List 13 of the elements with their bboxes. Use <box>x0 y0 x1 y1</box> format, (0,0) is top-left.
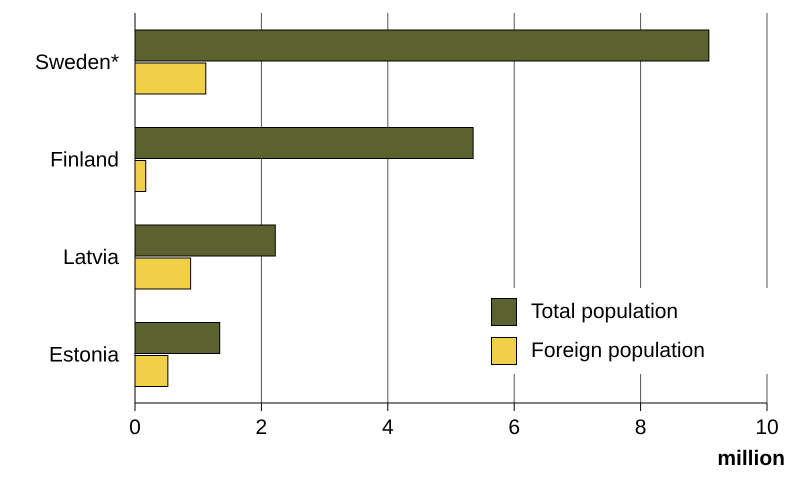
x-tick-label: 4 <box>382 416 394 439</box>
y-tick-label: Estonia <box>48 344 120 367</box>
legend-label: Total population <box>531 300 678 324</box>
x-tick-label: 6 <box>508 416 520 439</box>
y-tick-label: Finland <box>50 148 119 172</box>
x-tick-label: 2 <box>256 416 268 439</box>
x-tick-label: 0 <box>129 416 141 439</box>
y-tick-label: Sweden* <box>34 51 119 74</box>
legend-label: Foreign population <box>531 338 705 362</box>
x-tick-label: 10 <box>755 416 779 439</box>
y-tick-label: Latvia <box>62 246 120 270</box>
x-tick-label: 8 <box>634 416 646 439</box>
x-axis-title: million <box>717 447 785 470</box>
